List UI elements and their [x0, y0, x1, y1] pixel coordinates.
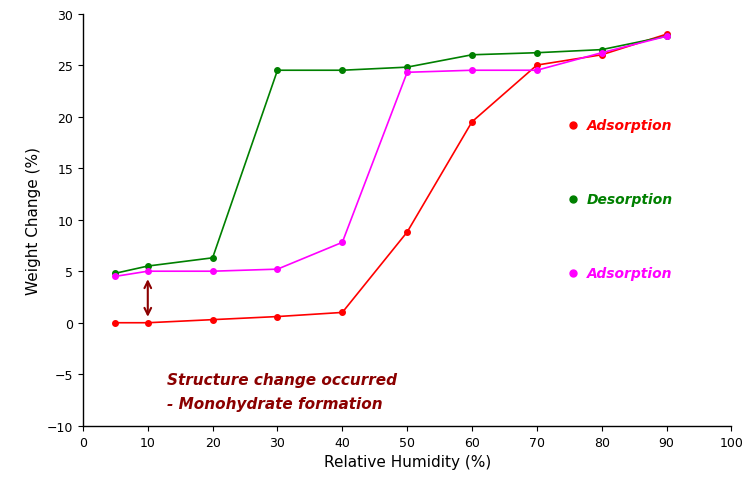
- X-axis label: Relative Humidity (%): Relative Humidity (%): [323, 454, 491, 469]
- Text: - Monohydrate formation: - Monohydrate formation: [167, 396, 383, 411]
- Text: Desorption: Desorption: [587, 193, 673, 207]
- Text: Adsorption: Adsorption: [587, 119, 673, 133]
- Text: Adsorption: Adsorption: [587, 267, 673, 281]
- Text: Structure change occurred: Structure change occurred: [167, 372, 397, 387]
- Y-axis label: Weight Change (%): Weight Change (%): [26, 146, 41, 294]
